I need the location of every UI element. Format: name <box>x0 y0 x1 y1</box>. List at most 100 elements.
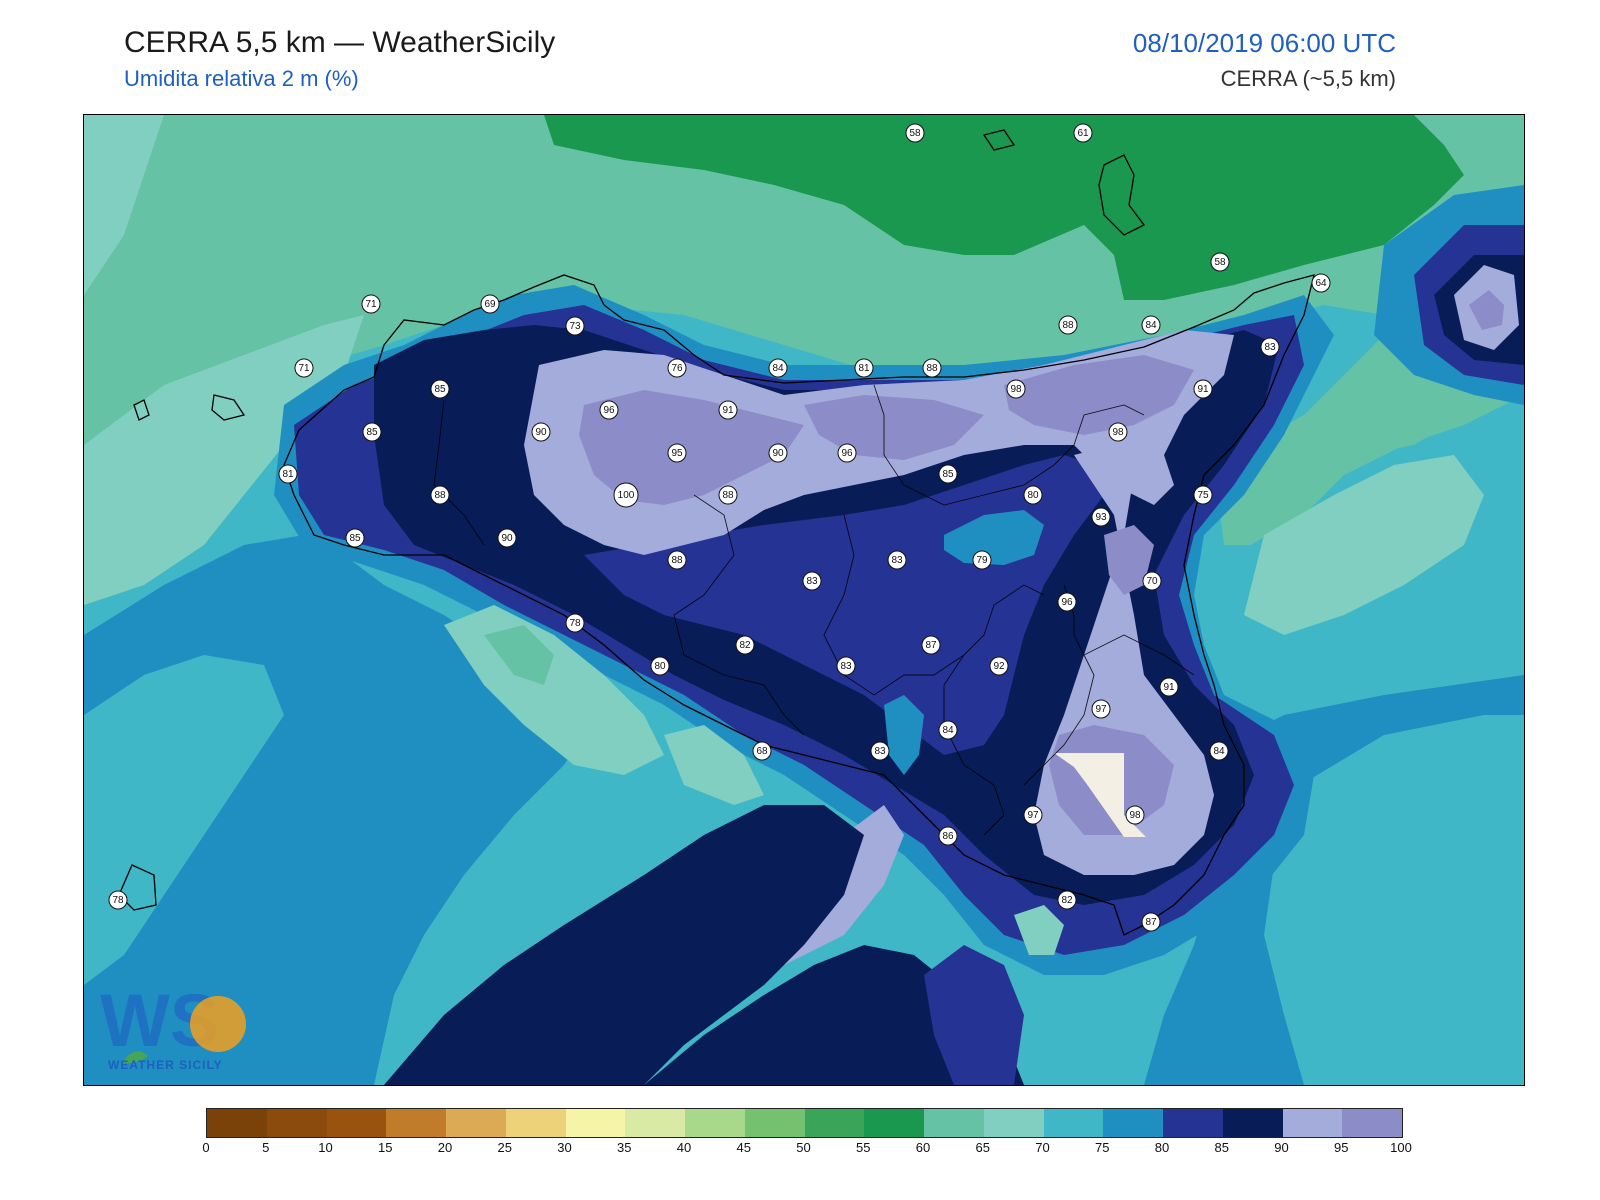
colorbar-tick-label: 20 <box>438 1140 452 1155</box>
station-value: 78 <box>112 895 124 906</box>
station-marker: 84 <box>939 721 957 739</box>
colorbar-segment <box>566 1109 626 1137</box>
station-marker: 93 <box>1092 508 1110 526</box>
colorbar-segment <box>446 1109 506 1137</box>
station-value: 83 <box>840 661 852 672</box>
station-value: 88 <box>434 490 446 501</box>
station-value: 84 <box>942 725 954 736</box>
station-value: 83 <box>891 555 903 566</box>
colorbar-segment <box>1223 1109 1283 1137</box>
station-marker: 85 <box>431 380 449 398</box>
station-value: 84 <box>1213 746 1225 757</box>
station-value: 97 <box>1095 704 1107 715</box>
station-value: 79 <box>976 555 988 566</box>
station-value: 85 <box>349 533 361 544</box>
station-value: 83 <box>806 576 818 587</box>
colorbar-segment <box>1342 1109 1402 1137</box>
station-marker: 82 <box>1058 891 1076 909</box>
map-title: CERRA 5,5 km — WeatherSicily <box>124 26 555 60</box>
station-marker: 70 <box>1143 572 1161 590</box>
station-marker: 83 <box>888 551 906 569</box>
station-marker: 85 <box>346 529 364 547</box>
station-value: 100 <box>618 490 635 501</box>
station-value: 88 <box>722 490 734 501</box>
station-marker: 95 <box>668 444 686 462</box>
station-marker: 69 <box>481 295 499 313</box>
colorbar-tick-label: 95 <box>1334 1140 1348 1155</box>
station-marker: 71 <box>362 295 380 313</box>
station-value: 96 <box>841 448 853 459</box>
station-marker: 91 <box>719 401 737 419</box>
colorbar-tick-label: 65 <box>976 1140 990 1155</box>
colorbar-tick-label: 45 <box>737 1140 751 1155</box>
station-marker: 88 <box>668 551 686 569</box>
station-marker: 90 <box>769 444 787 462</box>
colorbar-tick-label: 5 <box>262 1140 269 1155</box>
colorbar-tick-label: 90 <box>1274 1140 1288 1155</box>
station-value: 96 <box>1061 597 1073 608</box>
station-value: 71 <box>365 299 377 310</box>
logo-text: WEATHER SICILY <box>108 1058 223 1072</box>
station-layer: 58 61 58 64 71 69 73 88 84 83 71 85 76 84 81 88 98 91 96 91… <box>83 114 1523 1084</box>
station-marker: 85 <box>363 423 381 441</box>
station-marker: 91 <box>1194 380 1212 398</box>
station-marker: 79 <box>973 551 991 569</box>
station-marker: 97 <box>1092 700 1110 718</box>
station-marker: 83 <box>837 657 855 675</box>
station-value: 91 <box>1197 384 1209 395</box>
colorbar-tick-label: 85 <box>1215 1140 1229 1155</box>
station-value: 85 <box>942 469 954 480</box>
colorbar-tick-label: 50 <box>796 1140 810 1155</box>
station-marker: 78 <box>109 891 127 909</box>
colorbar-tick-label: 60 <box>916 1140 930 1155</box>
colorbar-tick-label: 80 <box>1155 1140 1169 1155</box>
station-marker: 73 <box>566 317 584 335</box>
station-value: 58 <box>1214 257 1226 268</box>
station-marker: 85 <box>939 465 957 483</box>
colorbar-tick-label: 35 <box>617 1140 631 1155</box>
colorbar <box>206 1108 1403 1138</box>
colorbar-segment <box>386 1109 446 1137</box>
station-value: 64 <box>1315 278 1327 289</box>
map-subtitle: Umidita relativa 2 m (%) <box>124 66 359 92</box>
colorbar-segment <box>1103 1109 1163 1137</box>
station-marker: 82 <box>736 636 754 654</box>
colorbar-segment <box>327 1109 387 1137</box>
station-value: 85 <box>434 384 446 395</box>
station-marker: 58 <box>906 124 924 142</box>
station-value: 80 <box>1027 490 1039 501</box>
station-marker: 87 <box>1142 913 1160 931</box>
station-value: 90 <box>501 533 513 544</box>
station-value: 97 <box>1027 810 1039 821</box>
colorbar-segment <box>805 1109 865 1137</box>
station-value: 71 <box>298 363 310 374</box>
colorbar-segment <box>984 1109 1044 1137</box>
station-marker: 92 <box>990 657 1008 675</box>
station-marker: 91 <box>1160 678 1178 696</box>
valid-datetime: 08/10/2019 06:00 UTC <box>1133 28 1396 59</box>
station-marker: 88 <box>431 486 449 504</box>
station-value: 91 <box>1163 682 1175 693</box>
station-marker: 96 <box>1058 593 1076 611</box>
station-marker: 98 <box>1126 806 1144 824</box>
station-marker: 80 <box>1024 486 1042 504</box>
station-value: 69 <box>484 299 496 310</box>
colorbar-tick-label: 0 <box>202 1140 209 1155</box>
station-value: 91 <box>722 405 734 416</box>
colorbar-tick-label: 30 <box>557 1140 571 1155</box>
station-value: 83 <box>874 746 886 757</box>
station-value: 84 <box>1145 320 1157 331</box>
station-marker: 83 <box>803 572 821 590</box>
station-value: 81 <box>858 363 870 374</box>
station-value: 61 <box>1077 128 1089 139</box>
station-marker: 84 <box>1210 742 1228 760</box>
station-value: 87 <box>925 640 937 651</box>
station-marker: 84 <box>1142 316 1160 334</box>
colorbar-ticks: 0 5 10 15 20 25 30 35 40 45 50 55 60 65 70 75 80 85 90 95 10… <box>206 1140 1403 1160</box>
station-value: 76 <box>671 363 683 374</box>
colorbar-tick-label: 75 <box>1095 1140 1109 1155</box>
colorbar-tick-label: 40 <box>677 1140 691 1155</box>
station-value: 90 <box>772 448 784 459</box>
station-marker: 98 <box>1007 380 1025 398</box>
station-value: 83 <box>1264 342 1276 353</box>
